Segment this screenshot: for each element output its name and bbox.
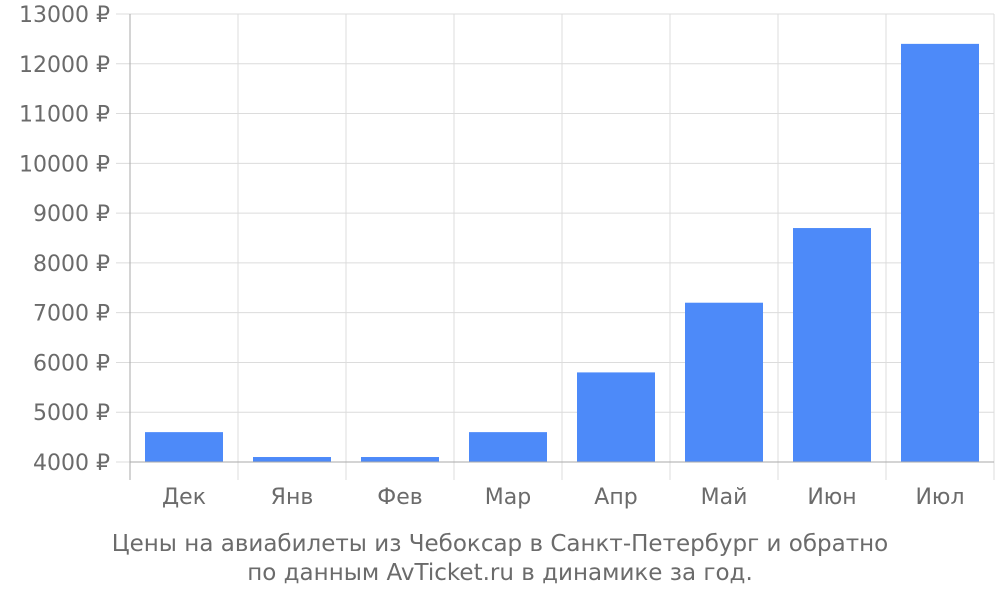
caption-line-1: Цены на авиабилеты из Чебоксар в Санкт-П… (111, 531, 889, 557)
bar-chart: 4000 ₽ 5000 ₽ 6000 ₽ 7000 ₽ 8000 ₽ 9000 ₽ 1000… (19, 3, 995, 510)
x-tick-label: Мар (485, 485, 531, 510)
x-tick-label: Июл (915, 485, 964, 510)
bar-Май (685, 302, 763, 462)
y-tick-label: 8000 ₽ (33, 252, 110, 277)
x-tick-label: Янв (271, 485, 314, 510)
y-tick-label: 5000 ₽ (33, 401, 110, 426)
bar-Фев (361, 457, 439, 462)
bar-Янв (253, 457, 331, 462)
chart-caption: Цены на авиабилеты из Чебоксар в Санкт-П… (0, 530, 1000, 588)
x-tick-label: Фев (377, 485, 422, 510)
y-tick-label: 9000 ₽ (33, 202, 110, 227)
caption-line-2: по данным AvTicket.ru в динамике за год. (247, 560, 753, 586)
bar-Июн (793, 228, 871, 462)
x-tick-label: Июн (807, 485, 856, 510)
y-tick-label: 6000 ₽ (33, 351, 110, 376)
y-tick-label: 12000 ₽ (19, 53, 110, 78)
x-tick-label: Май (701, 485, 748, 510)
x-tick-label: Апр (594, 485, 637, 510)
bar-Июл (901, 43, 979, 462)
y-tick-label: 11000 ₽ (19, 103, 110, 128)
x-tick-label: Дек (162, 485, 206, 510)
y-tick-label: 10000 ₽ (19, 152, 110, 177)
y-tick-label: 4000 ₽ (33, 451, 110, 476)
y-tick-label: 7000 ₽ (33, 302, 110, 327)
bar-Дек (145, 432, 223, 462)
bar-Апр (577, 372, 655, 462)
y-tick-label: 13000 ₽ (19, 3, 110, 28)
bar-Мар (469, 432, 547, 462)
